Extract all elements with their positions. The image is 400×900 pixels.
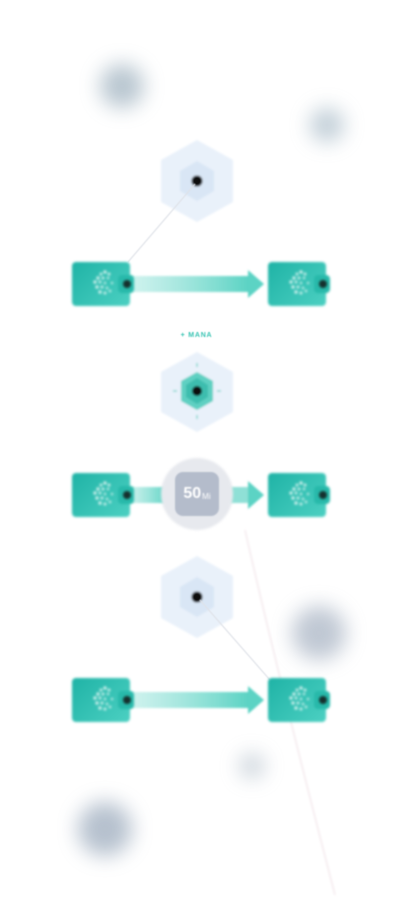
iota-logo-icon — [289, 270, 310, 295]
iota-wallet-icon — [72, 678, 134, 722]
iota-wallet-icon — [72, 262, 134, 306]
background-blob-icon — [100, 64, 144, 108]
transfer-arrow-icon — [128, 686, 264, 714]
fee-value: 50 — [183, 485, 202, 502]
iota-wallet-icon — [72, 473, 134, 517]
wallet-clasp — [118, 691, 134, 709]
wallet-clasp — [314, 691, 330, 709]
wallet-clasp — [314, 275, 330, 293]
iota-logo-icon — [289, 686, 310, 711]
node-connector-line — [127, 183, 196, 263]
mana-label: + MANA — [180, 332, 213, 339]
fee-token-icon: 50 Mi — [175, 472, 219, 516]
iota-wallet-icon — [268, 262, 330, 306]
wallet-clasp — [118, 486, 134, 504]
background-blob-icon — [310, 108, 344, 142]
mana-node-icon — [161, 352, 233, 432]
transfer-arrow-icon — [128, 270, 264, 298]
transfer-arrow-icon — [128, 481, 264, 509]
iota-logo-icon — [93, 481, 114, 506]
iota-logo-icon — [93, 686, 114, 711]
iota-logo-icon — [93, 270, 114, 295]
fee-unit: Mi — [202, 491, 211, 501]
wallet-clasp — [314, 486, 330, 504]
background-blob-icon — [292, 606, 346, 660]
node-hexagon-icon — [161, 140, 233, 222]
iota-logo-icon — [289, 481, 310, 506]
background-blob-icon — [240, 754, 264, 778]
background-blob-icon — [78, 802, 132, 856]
iota-wallet-icon — [268, 473, 330, 517]
node-connector-line — [199, 599, 271, 681]
wallet-clasp — [118, 275, 134, 293]
iota-wallet-icon — [268, 678, 330, 722]
